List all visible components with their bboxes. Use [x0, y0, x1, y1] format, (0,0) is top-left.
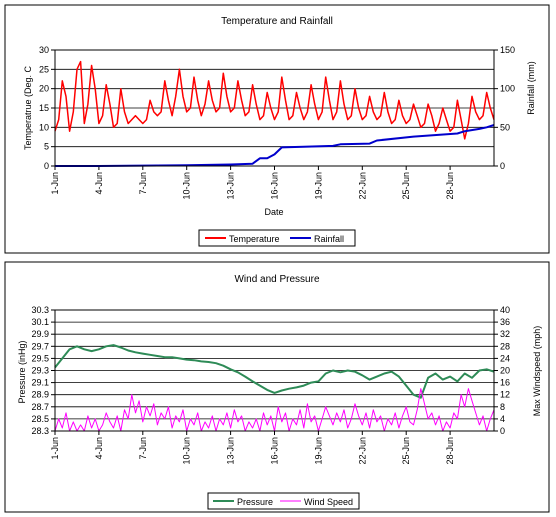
x-tick-label: 10-Jun — [182, 437, 192, 465]
y2-tick-label: 150 — [500, 45, 515, 55]
x-tick-label: 1-Jun — [50, 172, 60, 195]
y2-tick-label: 32 — [500, 329, 510, 339]
x-tick-label: 16-Jun — [270, 172, 280, 200]
chart2-right-axis-ticks: 0 4 8 12 16 20 24 28 32 36 40 — [494, 305, 510, 436]
chart1-title: Temperature and Rainfall — [221, 16, 333, 27]
y-tick-label: 30 — [39, 45, 49, 55]
chart2-y2-axis-label: Max Windspeed (mph) — [532, 326, 542, 417]
y-tick-label: 29.3 — [31, 366, 49, 376]
y2-tick-label: 16 — [500, 378, 510, 388]
y-tick-label: 28.5 — [31, 414, 49, 424]
chart1-legend-box — [198, 229, 356, 247]
chart2-plot-area — [54, 309, 495, 432]
chart1-legend: Temperature Rainfall — [198, 229, 356, 247]
y2-tick-label: 100 — [500, 84, 515, 94]
x-tick-label: 4-Jun — [94, 437, 104, 460]
x-tick-label: 7-Jun — [138, 437, 148, 460]
y-tick-label: 0 — [44, 161, 49, 171]
y-tick-label: 29.1 — [31, 378, 49, 388]
y-tick-label: 29.5 — [31, 353, 49, 363]
y2-tick-label: 36 — [500, 317, 510, 327]
y-tick-label: 28.3 — [31, 426, 49, 436]
x-tick-label: 22-Jun — [357, 172, 367, 200]
y-tick-label: 30.1 — [31, 317, 49, 327]
chart1-y-axis-label: Temperatrue (Deg. C — [23, 65, 33, 150]
chart1-left-axis-ticks: 0 5 10 15 20 25 30 — [39, 45, 55, 171]
x-tick-label: 25-Jun — [401, 172, 411, 200]
y-tick-label: 30.3 — [31, 305, 49, 315]
x-tick-label: 22-Jun — [357, 437, 367, 465]
chart1-y2-axis-label: Rainfall (mm) — [526, 61, 536, 115]
y2-tick-label: 24 — [500, 353, 510, 363]
chart2-y-axis-label: Pressure (inHg) — [17, 340, 27, 403]
x-tick-label: 13-Jun — [226, 437, 236, 465]
x-tick-label: 28-Jun — [445, 437, 455, 465]
y2-tick-label: 40 — [500, 305, 510, 315]
series-rainfall-line — [55, 124, 495, 167]
y2-tick-label: 20 — [500, 366, 510, 376]
series-pressure-line — [54, 344, 495, 399]
x-tick-label: 7-Jun — [138, 172, 148, 195]
x-tick-label: 28-Jun — [445, 172, 455, 200]
y2-tick-label: 8 — [500, 402, 505, 412]
y-tick-label: 28.7 — [31, 402, 49, 412]
x-tick-label: 25-Jun — [401, 437, 411, 465]
y-tick-label: 29.9 — [31, 329, 49, 339]
chart1-right-axis-ticks: 0 50 100 150 — [494, 45, 515, 171]
y2-tick-label: 0 — [500, 161, 505, 171]
chart2-frame — [4, 261, 550, 513]
y2-tick-label: 4 — [500, 414, 505, 424]
y2-tick-label: 28 — [500, 341, 510, 351]
y2-tick-label: 0 — [500, 426, 505, 436]
chart2-title: Wind and Pressure — [234, 274, 319, 285]
x-tick-label: 13-Jun — [226, 172, 236, 200]
y2-tick-label: 50 — [500, 122, 510, 132]
wind-pressure-chart: Wind and Pressure 28.3 28.5 28.7 28.9 29.1 29… — [4, 261, 550, 513]
x-tick-label: 10-Jun — [182, 172, 192, 200]
y-tick-label: 25 — [39, 64, 49, 74]
chart1-x-axis-label: Date — [264, 207, 283, 217]
chart1-series — [54, 60, 495, 167]
legend-wind-speed-label: Wind Speed — [304, 497, 353, 507]
chart2-legend: Pressure Wind Speed — [207, 492, 360, 510]
x-tick-label: 19-Jun — [313, 172, 323, 200]
chart1-frame — [4, 4, 550, 254]
x-tick-label: 19-Jun — [313, 437, 323, 465]
y-tick-label: 20 — [39, 84, 49, 94]
y2-tick-label: 12 — [500, 390, 510, 400]
y-tick-label: 10 — [39, 122, 49, 132]
y-tick-label: 29.7 — [31, 341, 49, 351]
x-tick-label: 1-Jun — [50, 437, 60, 460]
chart1-x-axis-ticks: 1-Jun 4-Jun 7-Jun 10-Jun 13-Jun 16-Jun 19-Jun 2… — [50, 166, 455, 200]
legend-pressure-label: Pressure — [237, 497, 273, 507]
legend-temperature-label: Temperature — [229, 234, 280, 244]
x-tick-label: 16-Jun — [270, 437, 280, 465]
temperature-rainfall-chart: Temperature and Rainfall 0 5 10 15 20 25 30 0 5… — [4, 4, 550, 254]
chart2-left-axis-ticks: 28.3 28.5 28.7 28.9 29.1 29.3 29.5 29.7 29.9 30.1… — [31, 305, 55, 436]
series-temperature-line — [54, 60, 495, 140]
y-tick-label: 15 — [39, 103, 49, 113]
x-tick-label: 4-Jun — [94, 172, 104, 195]
legend-rainfall-label: Rainfall — [314, 234, 344, 244]
chart1-plot-area — [54, 49, 495, 167]
y-tick-label: 5 — [44, 142, 49, 152]
y-tick-label: 28.9 — [31, 390, 49, 400]
chart2-x-axis-ticks: 1-Jun 4-Jun 7-Jun 10-Jun 13-Jun 16-Jun 19-Jun 2… — [50, 431, 455, 465]
